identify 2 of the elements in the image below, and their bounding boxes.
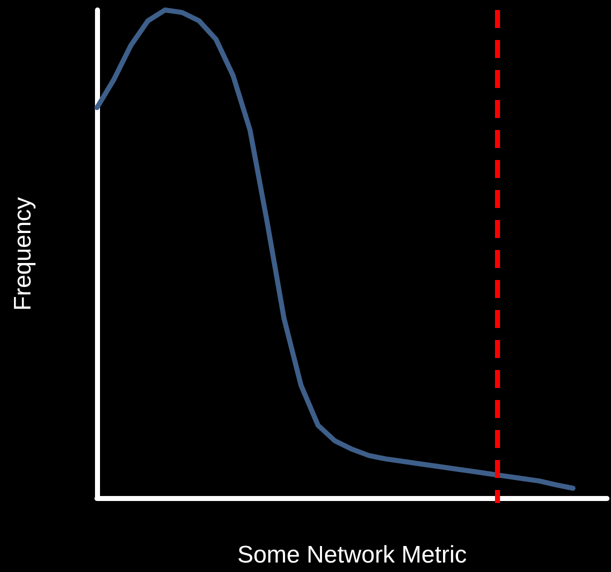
y-axis-title: Frequency xyxy=(10,197,36,311)
x-axis-title: Some Network Metric xyxy=(237,542,467,568)
